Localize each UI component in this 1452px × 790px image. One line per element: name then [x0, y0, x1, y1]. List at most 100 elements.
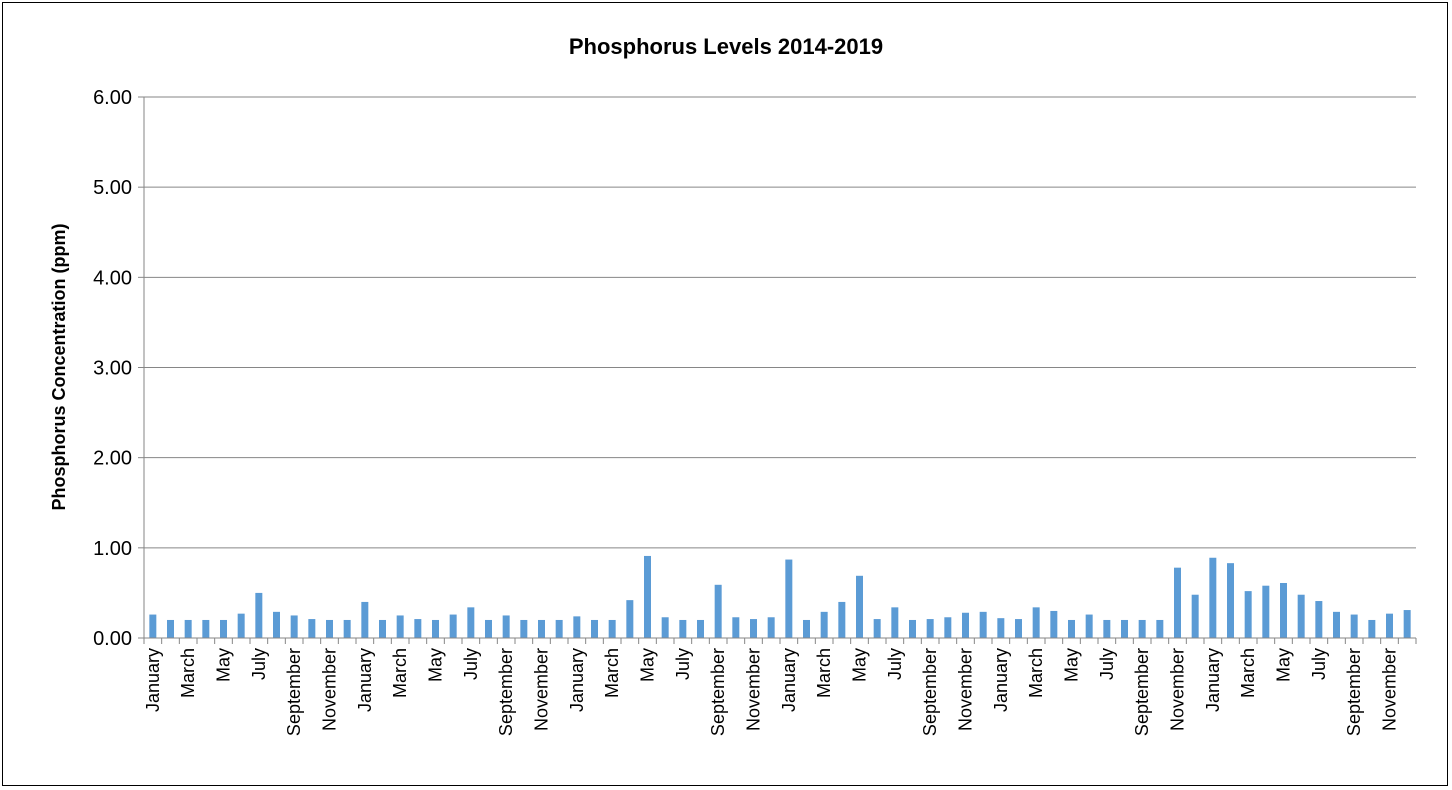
x-tick-label: January [355, 648, 375, 712]
x-tick-label: November [1380, 648, 1400, 731]
bar [750, 619, 757, 638]
x-tick-label: July [1309, 648, 1329, 680]
y-axis-ticks: 0.00 1.00 2.00 3.00 4.00 5.00 6.00 [93, 87, 144, 650]
bar [1333, 611, 1340, 638]
axes [143, 97, 1417, 644]
x-tick-label: September [284, 648, 304, 736]
bar [308, 619, 316, 638]
x-tick-label: July [461, 648, 481, 680]
gridlines [144, 96, 1416, 549]
x-tick-label: May [638, 648, 658, 682]
x-tick-label: November [956, 648, 976, 731]
bar [785, 559, 793, 638]
x-tick-label: July [673, 648, 693, 680]
bar [379, 619, 386, 638]
y-axis-label: Phosphorus Concentration (ppm) [49, 224, 69, 511]
bar [820, 611, 828, 638]
bar [626, 600, 634, 638]
bar [343, 619, 351, 638]
bar [1386, 613, 1393, 638]
x-tick-label: March [1238, 648, 1258, 698]
bar [732, 617, 740, 638]
bar [555, 619, 563, 638]
bar [326, 619, 333, 638]
bar [1174, 567, 1181, 638]
bar [202, 619, 210, 638]
bar [803, 619, 810, 638]
bar [1350, 614, 1358, 638]
x-tick-label: September [1132, 648, 1152, 736]
bar [485, 619, 492, 638]
x-tick-label: January [567, 648, 587, 712]
y-tick-label: 1.00 [93, 538, 132, 560]
bar [1368, 619, 1376, 638]
bar [1191, 594, 1199, 638]
x-tick-label: November [532, 648, 552, 731]
bar [1262, 585, 1270, 638]
bar [926, 619, 934, 638]
x-tick-label: September [708, 648, 728, 736]
bar [1315, 601, 1323, 638]
bar [1209, 557, 1217, 638]
bar [891, 607, 899, 638]
bar [1280, 582, 1287, 638]
bar [502, 615, 510, 638]
y-tick-label: 3.00 [93, 358, 132, 380]
bar [290, 615, 298, 638]
bar [520, 619, 528, 638]
bar [1032, 607, 1040, 638]
bar [1244, 591, 1252, 638]
bar [449, 614, 457, 638]
x-tick-label: July [1097, 648, 1117, 680]
bar [979, 611, 987, 638]
x-tick-label: November [1168, 648, 1188, 731]
x-tick-label: September [496, 648, 516, 736]
y-tick-label: 5.00 [93, 177, 132, 199]
bar [414, 619, 422, 638]
bar [591, 619, 598, 638]
bar [1068, 619, 1075, 638]
x-tick-label: November [744, 648, 764, 731]
x-tick-label: March [178, 648, 198, 698]
bar [1297, 594, 1305, 638]
bar [944, 617, 952, 638]
x-tick-label: March [814, 648, 834, 698]
x-tick-label: September [1344, 648, 1364, 736]
x-tick-label: January [1203, 648, 1223, 712]
bar [1403, 610, 1411, 638]
bar [644, 555, 651, 638]
bar [962, 612, 969, 638]
x-tick-label: May [1274, 648, 1294, 682]
bar [1138, 619, 1146, 638]
bar [1121, 619, 1128, 638]
bar [220, 619, 227, 638]
bar [184, 619, 192, 638]
bars [149, 555, 1411, 638]
x-tick-label: September [920, 648, 940, 736]
x-tick-label: January [779, 648, 799, 712]
x-tick-label: May [850, 648, 870, 682]
bar [679, 619, 687, 638]
bar [714, 584, 722, 638]
bar [237, 613, 245, 638]
x-axis-ticks: January March May July September November Janu… [143, 648, 1400, 736]
x-tick-label: May [426, 648, 446, 682]
x-tick-label: March [390, 648, 410, 698]
y-tick-label: 6.00 [93, 87, 132, 109]
x-tick-label: March [1026, 648, 1046, 698]
bar [697, 619, 704, 638]
bar [432, 619, 439, 638]
bar [608, 619, 616, 638]
bar [149, 614, 157, 638]
bar [1227, 563, 1234, 638]
bar [997, 618, 1005, 638]
bar [538, 619, 545, 638]
bar [873, 619, 881, 638]
x-tick-label: May [214, 648, 234, 682]
bar [838, 601, 846, 638]
bar [1015, 619, 1022, 638]
bar [856, 575, 863, 638]
chart-title: Phosphorus Levels 2014-2019 [569, 34, 883, 59]
